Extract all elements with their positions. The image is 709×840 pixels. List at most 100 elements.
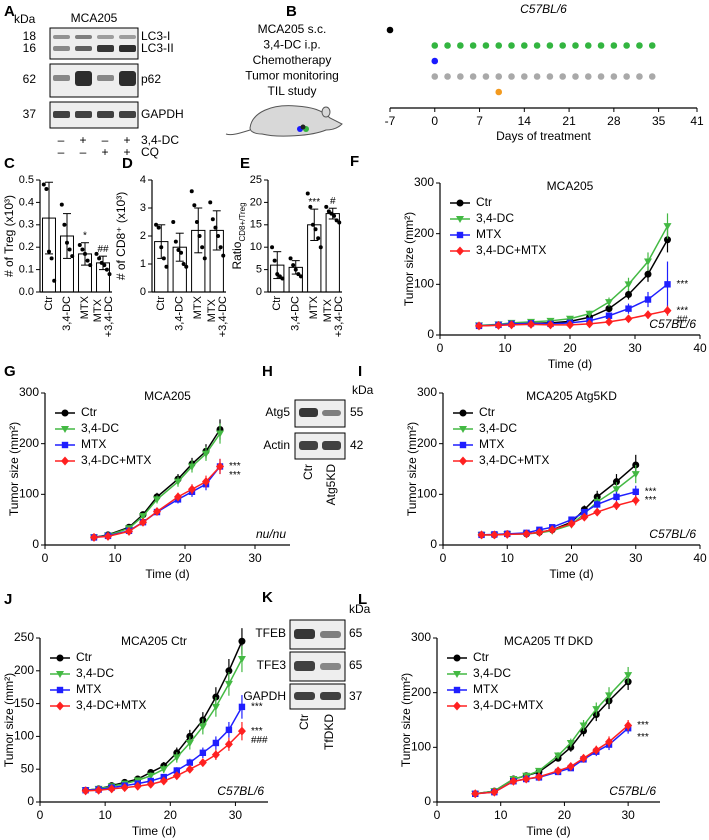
significance: *** (637, 720, 649, 731)
significance: *** (677, 279, 689, 290)
panel-letter: K (262, 589, 273, 606)
kda-value: 37 (349, 689, 363, 703)
schedule-dot (636, 73, 643, 80)
marker (490, 787, 499, 797)
data-point (318, 245, 323, 250)
marker (477, 530, 486, 540)
x-tick-label: 30 (628, 341, 642, 355)
band (322, 441, 341, 450)
marker (490, 530, 499, 540)
marker (605, 312, 613, 319)
legend-label: Ctr (81, 405, 97, 419)
legend-marker (456, 246, 464, 256)
data-point (97, 256, 102, 261)
marker (94, 785, 103, 795)
schedule-dot (444, 73, 451, 80)
y-tick-label: 1 (140, 258, 146, 270)
marker (186, 759, 194, 766)
marker (238, 637, 246, 645)
legend-label: 3,4-DC (76, 666, 114, 680)
corner-text: C57BL/6 (649, 527, 696, 541)
significance: # (330, 196, 336, 207)
panel-letter: J (4, 591, 12, 608)
marker (125, 526, 133, 536)
marker (198, 723, 207, 731)
x-tick-label: 10 (494, 808, 508, 822)
significance: *** (229, 461, 241, 472)
marker (535, 527, 544, 537)
band (320, 631, 341, 638)
y-axis-label-sub: CD8+/Treg (238, 202, 247, 241)
significance: *** (229, 470, 241, 481)
marker (216, 430, 224, 438)
y-tick-label: 0.0 (19, 286, 34, 298)
x-tick-label: 20 (565, 551, 579, 565)
series-line (481, 473, 637, 536)
y-tick-label: 100 (411, 740, 431, 754)
y-axis-label-text: # of CD8⁺ (x10³) (114, 192, 128, 280)
marker (579, 753, 588, 763)
marker (159, 766, 168, 774)
y-tick-label: 0 (430, 537, 437, 551)
schedule-dot (482, 42, 490, 49)
data-point (189, 189, 194, 194)
data-point (310, 222, 315, 227)
chart-title: MCA205 (547, 179, 594, 193)
y-axis-label: Tumor size (mm²) (399, 673, 413, 767)
legend-marker (61, 409, 69, 417)
y-axis-label: # of CD8⁺ (x10³) (114, 192, 128, 280)
y-tick-label: 2 (140, 230, 146, 242)
schedule-dot (572, 42, 579, 49)
marker (202, 477, 210, 487)
x-tick-label: 0 (434, 808, 441, 822)
corner-text: C57BL/6 (217, 784, 264, 798)
x-tick-label: 30 (629, 551, 643, 565)
legend-marker (61, 441, 69, 449)
data-point (192, 203, 197, 208)
x-tick-label: MTX (79, 295, 91, 319)
x-tick-label: Ctr (43, 296, 55, 311)
legend-label: MCA205 s.c. (258, 22, 327, 36)
marker (592, 706, 601, 714)
schedule-dot (546, 73, 554, 80)
y-tick-label: 5 (256, 264, 262, 276)
y-tick-label: 0.1 (19, 264, 34, 276)
kda-label: kDa (349, 602, 371, 616)
data-point (65, 240, 69, 245)
marker (198, 758, 207, 768)
data-point (316, 236, 321, 241)
x-tick-label: 0 (42, 551, 49, 565)
legend-marker (456, 216, 464, 223)
x-axis-label: Time (d) (132, 824, 176, 838)
legend-marker (453, 654, 461, 662)
legend-label: Ctr (476, 195, 492, 209)
x-tick-label: 20 (563, 341, 577, 355)
protein-label: Atg5 (265, 405, 290, 419)
data-point (334, 218, 339, 223)
legend-marker (459, 426, 467, 433)
legend-marker (456, 199, 464, 207)
legend-label: 3,4-DC+MTX (473, 698, 543, 712)
corner-text: C57BL/6 (649, 317, 696, 331)
protein-label: GAPDH (243, 689, 286, 703)
marker (522, 774, 531, 784)
schedule-dot (431, 42, 439, 49)
significance: *** (308, 197, 320, 208)
marker (624, 281, 633, 289)
schedule-dot (572, 73, 579, 80)
treatment-name: CQ (141, 145, 159, 159)
legend-marker (61, 426, 69, 433)
data-point (332, 213, 337, 218)
data-point (293, 267, 298, 272)
marker (174, 478, 182, 486)
marker (172, 754, 181, 762)
y-tick-label: 150 (14, 696, 34, 710)
marker (585, 310, 594, 318)
band (97, 45, 114, 52)
schedule-dot (546, 42, 554, 49)
legend-label: MTX (473, 682, 498, 696)
marker (172, 771, 181, 781)
blot-box (49, 27, 139, 60)
data-point (67, 247, 72, 252)
